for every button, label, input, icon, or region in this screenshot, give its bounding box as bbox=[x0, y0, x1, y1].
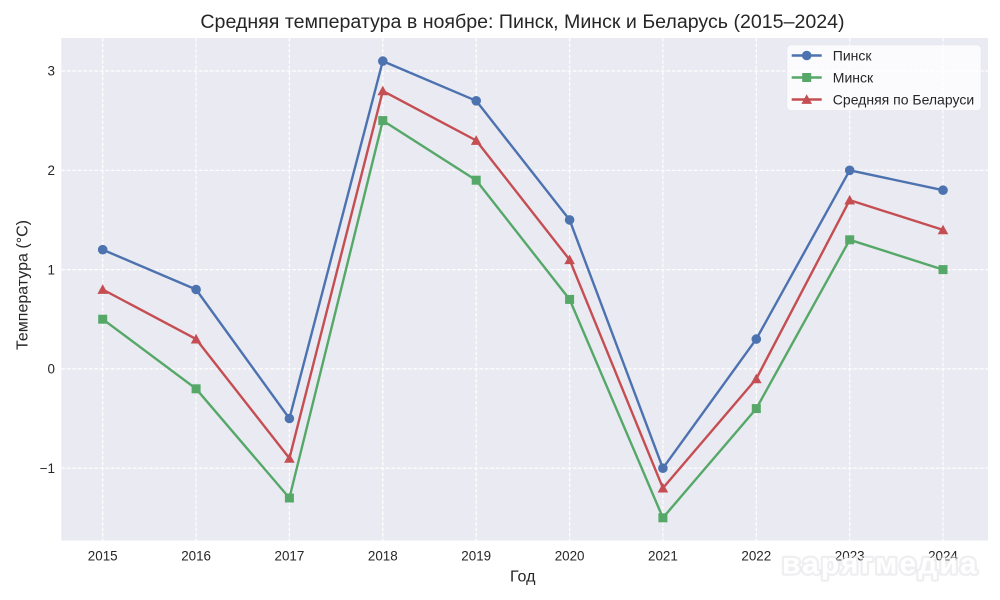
svg-text:1: 1 bbox=[48, 262, 55, 277]
svg-text:−1: −1 bbox=[40, 461, 55, 476]
svg-text:Средняя температура в ноябре:: Средняя температура в ноябре: Пинск, Мин… bbox=[200, 11, 844, 33]
svg-text:Год: Год bbox=[510, 569, 536, 586]
svg-text:2022: 2022 bbox=[741, 549, 771, 564]
svg-text:2: 2 bbox=[48, 163, 55, 178]
svg-text:3: 3 bbox=[48, 64, 55, 79]
svg-text:2021: 2021 bbox=[648, 549, 678, 564]
svg-text:Минск: Минск bbox=[833, 70, 874, 86]
svg-text:Пинск: Пинск bbox=[833, 48, 873, 64]
svg-text:2024: 2024 bbox=[928, 549, 958, 564]
svg-text:2017: 2017 bbox=[275, 549, 305, 564]
svg-text:2019: 2019 bbox=[461, 549, 491, 564]
svg-text:2015: 2015 bbox=[88, 549, 118, 564]
svg-text:варягмедиа: варягмедиа bbox=[782, 548, 979, 581]
svg-text:Средняя по Беларуси: Средняя по Беларуси bbox=[833, 92, 974, 108]
svg-text:2016: 2016 bbox=[181, 549, 211, 564]
svg-text:Температура (°C): Температура (°C) bbox=[15, 220, 32, 350]
svg-text:2020: 2020 bbox=[555, 549, 585, 564]
svg-text:2018: 2018 bbox=[368, 549, 398, 564]
svg-text:2023: 2023 bbox=[835, 549, 865, 564]
svg-text:0: 0 bbox=[48, 362, 55, 377]
